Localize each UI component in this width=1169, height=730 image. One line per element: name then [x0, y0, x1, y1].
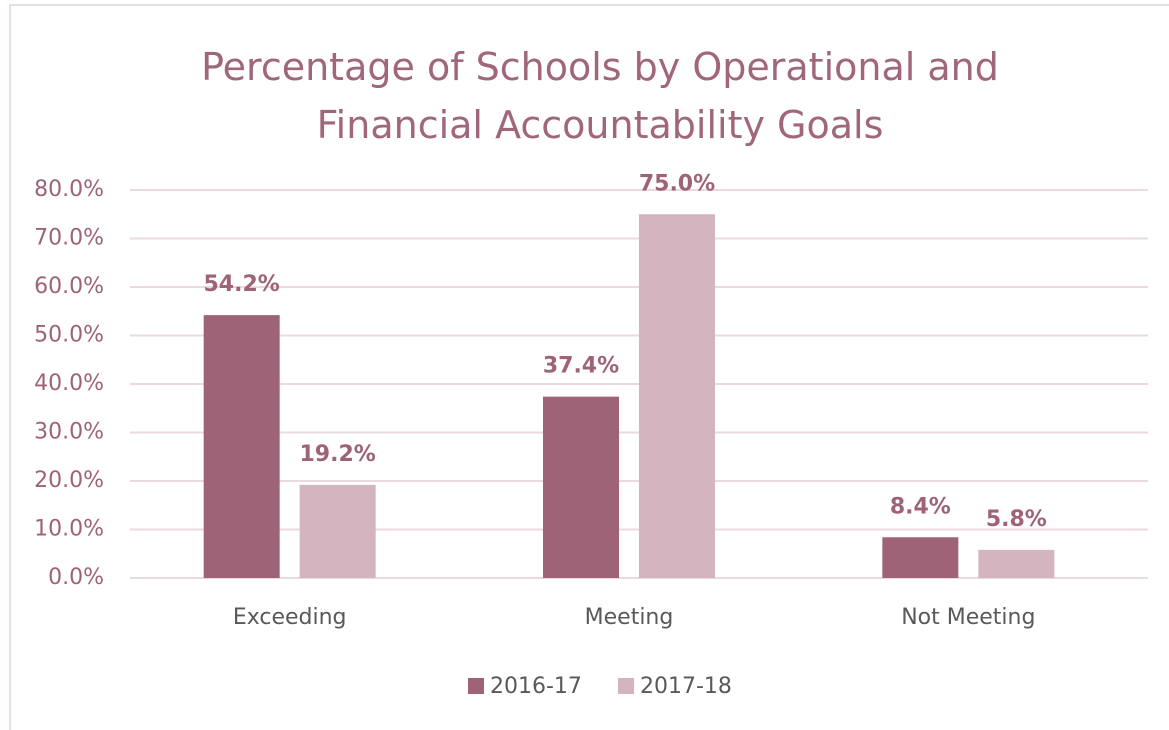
value-label: 5.8% — [986, 507, 1047, 532]
value-label: 75.0% — [639, 171, 715, 196]
bar — [882, 537, 959, 578]
y-tick-label: 10.0% — [34, 517, 104, 542]
chart-border — [9, 4, 1169, 730]
legend-label: 2016-17 — [490, 674, 582, 699]
value-label: 8.4% — [890, 494, 951, 519]
y-tick-label: 80.0% — [34, 177, 104, 202]
legend-swatch — [468, 678, 484, 694]
y-tick-label: 0.0% — [48, 565, 104, 590]
y-tick-label: 70.0% — [34, 226, 104, 251]
y-tick-label: 30.0% — [34, 420, 104, 445]
bar — [978, 549, 1055, 578]
bar — [299, 484, 376, 578]
x-tick-label: Meeting — [585, 605, 674, 630]
y-tick-label: 50.0% — [34, 323, 104, 348]
bar — [639, 214, 715, 578]
bar — [543, 396, 619, 578]
y-tick-label: 60.0% — [34, 274, 104, 299]
y-tick-label: 20.0% — [34, 468, 104, 493]
x-tick-label: Not Meeting — [901, 605, 1035, 630]
legend-label: 2017-18 — [640, 674, 732, 699]
value-label: 19.2% — [300, 442, 376, 467]
y-tick-label: 40.0% — [34, 371, 104, 396]
bar — [203, 315, 280, 578]
chart-title: Percentage of Schools by Operational and… — [201, 45, 999, 147]
legend-swatch — [618, 678, 634, 694]
value-label: 37.4% — [543, 354, 619, 379]
value-label: 54.2% — [204, 272, 280, 297]
x-tick-label: Exceeding — [233, 605, 347, 630]
